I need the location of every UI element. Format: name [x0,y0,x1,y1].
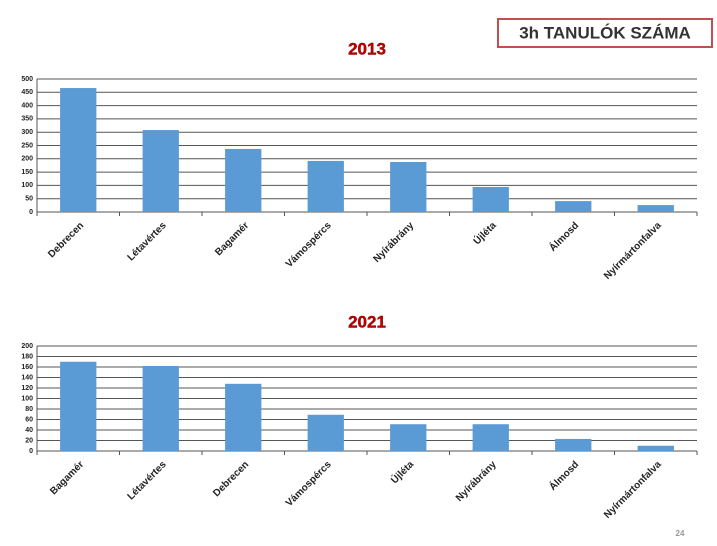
y-tick-label: 200 [21,156,33,163]
y-tick-label: 450 [21,89,33,96]
x-tick-label: Bagamér [48,459,86,497]
x-tick-label: Újléta [388,457,417,486]
bar [555,438,592,451]
x-tick-label: Újléta [470,218,499,247]
x-tick-label: Nyírmártonfalva [602,220,664,282]
y-tick-label: 60 [25,416,33,423]
bar [60,88,97,212]
page-number: 24 [676,529,685,538]
x-tick-label: Álmosd [546,219,581,254]
bar [472,424,509,451]
y-tick-label: 20 [25,437,33,444]
x-tick-label: Debrecen [211,459,251,499]
bar [142,365,179,451]
y-tick-label: 0 [29,209,33,216]
x-tick-label: Vámospércs [284,459,334,509]
x-tick-label: Debrecen [46,220,86,260]
y-tick-label: 180 [21,353,33,360]
bar [142,130,179,212]
bar [307,160,344,212]
y-tick-label: 50 [25,196,33,203]
bar [472,186,509,212]
bar [555,201,592,212]
x-tick-label: Nyírábrány [454,459,499,504]
bar [225,383,262,451]
bar [637,445,674,451]
x-tick-label: Vámospércs [284,220,334,270]
chart-title: 2021 [348,312,386,331]
y-tick-label: 0 [29,448,33,455]
bar [307,414,344,451]
bar [637,205,674,212]
title-box [497,18,713,48]
y-tick-label: 200 [21,343,33,350]
y-tick-label: 250 [21,142,33,149]
x-tick-label: Bagamér [213,220,251,258]
y-tick-label: 100 [21,395,33,402]
y-tick-label: 150 [21,169,33,176]
y-tick-label: 160 [21,364,33,371]
x-tick-label: Nyírábrány [372,220,417,265]
y-tick-label: 140 [21,374,33,381]
y-tick-label: 300 [21,129,33,136]
bar [225,148,262,212]
x-tick-label: Nyírmártonfalva [602,459,664,521]
bar [390,424,427,451]
x-tick-label: Álmosd [546,458,581,493]
y-tick-label: 350 [21,116,33,123]
y-tick-label: 40 [25,427,33,434]
y-tick-label: 80 [25,406,33,413]
x-tick-label: Létavértes [126,220,169,263]
bar [390,161,427,212]
x-tick-label: Létavértes [126,459,169,502]
y-tick-label: 400 [21,102,33,109]
bar [60,361,97,451]
slide-title: 3h TANULÓK SZÁMA [519,23,691,42]
y-tick-label: 100 [21,182,33,189]
chart-title: 2013 [348,39,386,58]
y-tick-label: 500 [21,76,33,83]
y-tick-label: 120 [21,385,33,392]
